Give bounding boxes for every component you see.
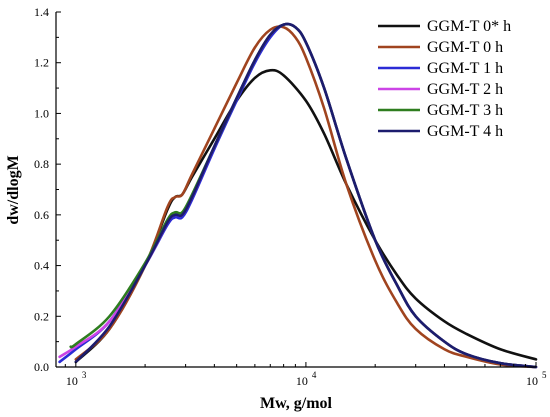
x-tick-label: 10 bbox=[526, 374, 538, 388]
x-axis-title: Mw, g/mol bbox=[260, 395, 333, 412]
x-ticks: 10 3 10 4 10 5 bbox=[64, 362, 547, 388]
y-tick-label: 0.4 bbox=[34, 259, 49, 273]
y-tick-label: 1.0 bbox=[34, 106, 49, 120]
series-line-1 bbox=[74, 25, 538, 369]
y-ticks: 0.0 0.2 0.4 0.6 0.8 1.0 1.2 1.4 bbox=[34, 5, 61, 374]
legend-label-4: GGM-T 3 h bbox=[427, 102, 503, 119]
x-tick-exponent: 4 bbox=[312, 370, 317, 380]
y-axis-title: dw/dlogM bbox=[5, 155, 22, 224]
legend: GGM-T 0* h GGM-T 0 h GGM-T 1 h GGM-T 2 h GGM… bbox=[378, 18, 511, 140]
x-tick-label: 10 bbox=[296, 374, 308, 388]
legend-label-1: GGM-T 0 h bbox=[427, 39, 503, 56]
y-tick-label: 0.0 bbox=[34, 360, 49, 374]
legend-label-3: GGM-T 2 h bbox=[427, 81, 503, 98]
y-tick-label: 0.6 bbox=[34, 208, 49, 222]
x-tick-exponent: 5 bbox=[542, 370, 547, 380]
y-tick-label: 1.4 bbox=[34, 5, 49, 19]
x-tick-label: 10 bbox=[66, 374, 78, 388]
legend-label-5: GGM-T 4 h bbox=[427, 123, 503, 140]
y-tick-label: 1.2 bbox=[34, 56, 49, 70]
series-layer bbox=[58, 22, 538, 369]
legend-label-2: GGM-T 1 h bbox=[427, 60, 503, 77]
series-line-5 bbox=[74, 22, 538, 369]
y-tick-label: 0.8 bbox=[34, 157, 49, 171]
x-tick-exponent: 3 bbox=[82, 370, 87, 380]
y-tick-label: 0.2 bbox=[34, 309, 49, 323]
legend-label-0: GGM-T 0* h bbox=[427, 18, 511, 35]
